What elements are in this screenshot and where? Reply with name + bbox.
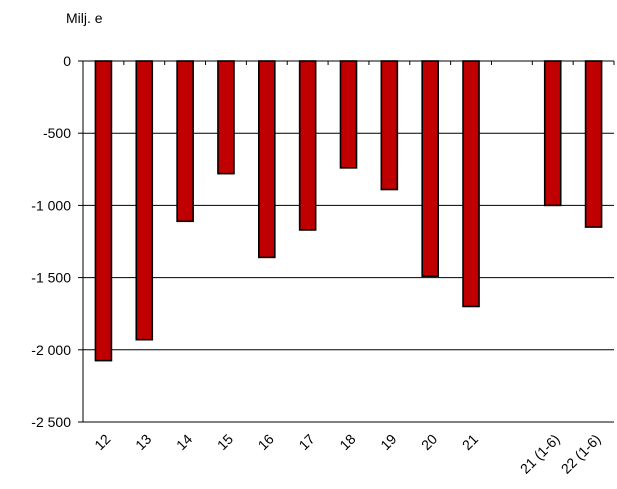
x-tick-label: 22 (1-6) (558, 431, 604, 477)
y-tick-labels: 0 -500 -1 000 -1 500 -2 000 -2 500 (31, 53, 71, 430)
x-tick-label: 20 (418, 431, 440, 453)
x-tick-label: 21 (459, 431, 481, 453)
x-tick-label: 16 (255, 431, 277, 453)
y-axis-label: Milj. e (66, 10, 103, 26)
gridlines (78, 60, 614, 423)
y-tick-label: -2 500 (31, 414, 71, 430)
bar (543, 60, 562, 207)
axes (82, 60, 615, 422)
bar (380, 60, 399, 191)
bar (421, 60, 439, 277)
bar (94, 60, 113, 362)
x-tick-label: 12 (91, 431, 113, 453)
y-tick-label: -2 000 (31, 342, 71, 358)
bar (176, 60, 194, 223)
bar (217, 60, 235, 175)
bars (94, 60, 603, 362)
y-tick-label: -1 500 (31, 270, 71, 286)
y-tick-label: -500 (43, 125, 71, 141)
x-tick-label: 13 (132, 431, 154, 453)
x-tick-label: 17 (295, 431, 317, 453)
bar (462, 60, 480, 308)
bar (339, 60, 358, 169)
bar (258, 60, 276, 259)
x-tick-label: 19 (377, 431, 399, 453)
bar (584, 60, 603, 228)
x-tick-labels: 12 13 14 15 16 17 18 19 20 21 21 (1-6)22 (1-6) (91, 431, 603, 477)
x-tick-label: 21 (1-6) (517, 431, 563, 477)
y-tick-label: -1 000 (31, 197, 71, 213)
bar (135, 60, 154, 341)
y-tick-label: 0 (63, 53, 71, 69)
x-tick-label: 14 (173, 431, 195, 453)
x-tick-label: 18 (336, 431, 358, 453)
bar (298, 60, 317, 231)
x-tick-label: 15 (214, 431, 236, 453)
